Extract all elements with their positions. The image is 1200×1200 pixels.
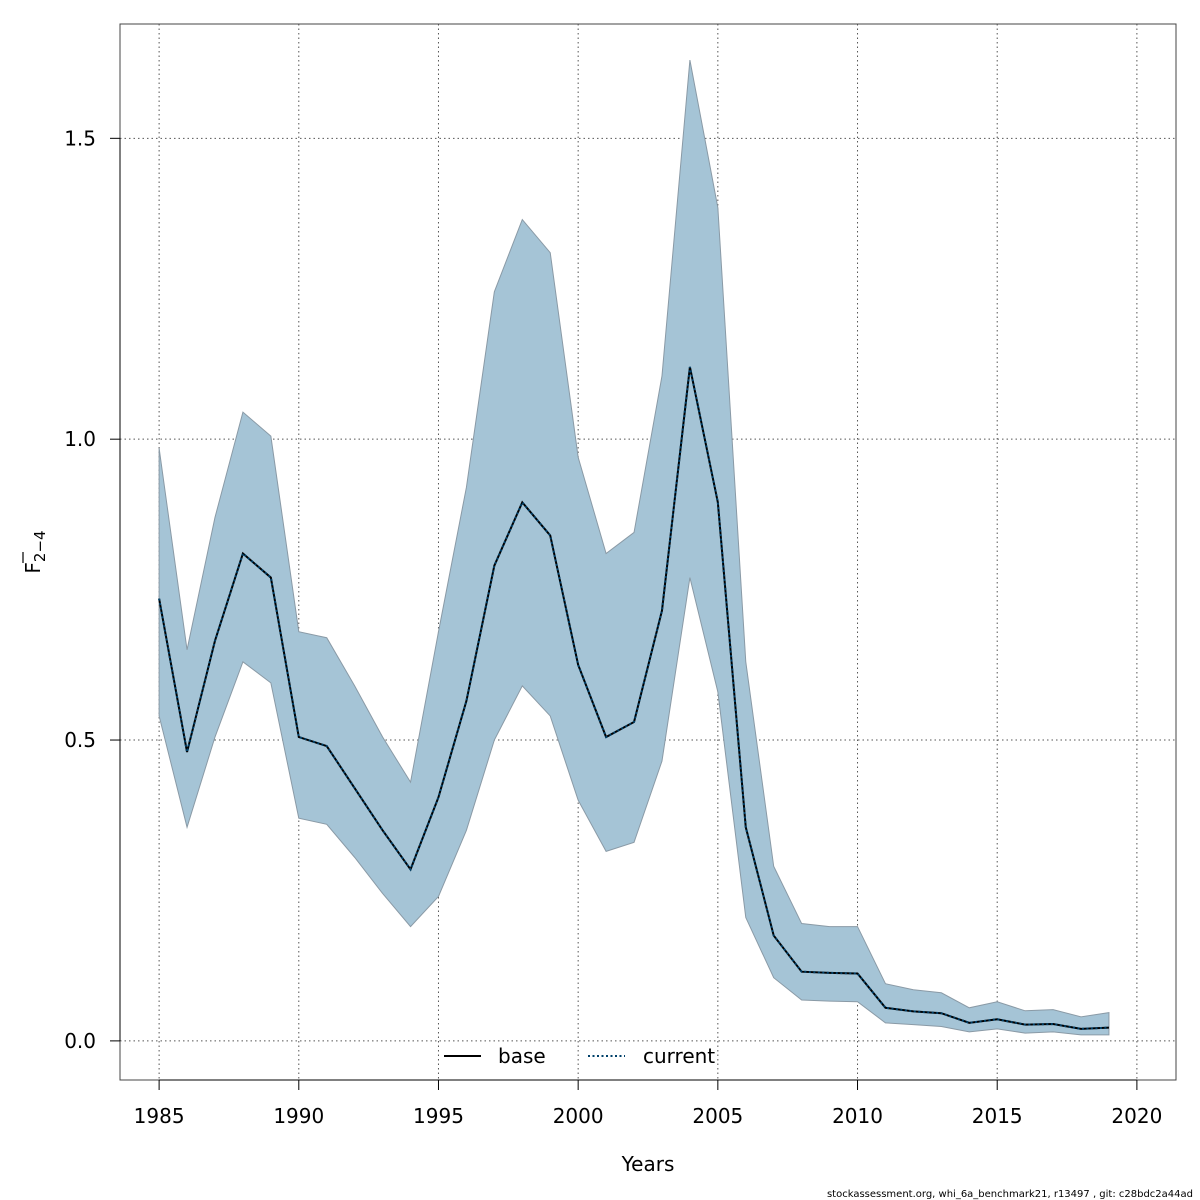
y-axis-title-sub: 2−4 [31, 530, 49, 562]
x-axis-title: Years [621, 1152, 675, 1176]
legend-label-base: base [498, 1044, 546, 1068]
confidence-band [158, 60, 1110, 1036]
x-tick-label: 2015 [972, 1104, 1023, 1128]
svg-text:F2−4: F2−4 [21, 530, 49, 573]
y-axis-title-main: F [21, 562, 45, 574]
footer-credit: stockassessment.org, whi_6a_benchmark21,… [827, 1189, 1193, 1200]
x-axis: 1985 1990 1995 2000 2005 2010 2015 2020 [134, 1079, 1162, 1128]
x-tick-label: 2010 [832, 1104, 883, 1128]
y-axis: 0.0 0.5 1.0 1.5 [64, 126, 121, 1053]
legend-label-current: current [643, 1044, 715, 1068]
x-tick-label: 2005 [692, 1104, 743, 1128]
y-tick-label: 0.0 [64, 1029, 96, 1053]
x-tick-label: 1985 [134, 1104, 185, 1128]
series-lines-group [158, 366, 1109, 1030]
y-axis-title: F2−4 [21, 530, 49, 573]
x-tick-label: 2000 [553, 1104, 604, 1128]
x-tick-label: 1990 [273, 1104, 324, 1128]
y-tick-label: 1.5 [64, 126, 96, 150]
y-tick-label: 0.5 [64, 728, 96, 752]
confidence-band-group [158, 60, 1110, 1036]
x-tick-label: 1995 [413, 1104, 464, 1128]
legend: base current [444, 1044, 715, 1068]
y-tick-label: 1.0 [64, 427, 96, 451]
series-line-current [158, 366, 1109, 1030]
x-tick-label: 2020 [1111, 1104, 1162, 1128]
